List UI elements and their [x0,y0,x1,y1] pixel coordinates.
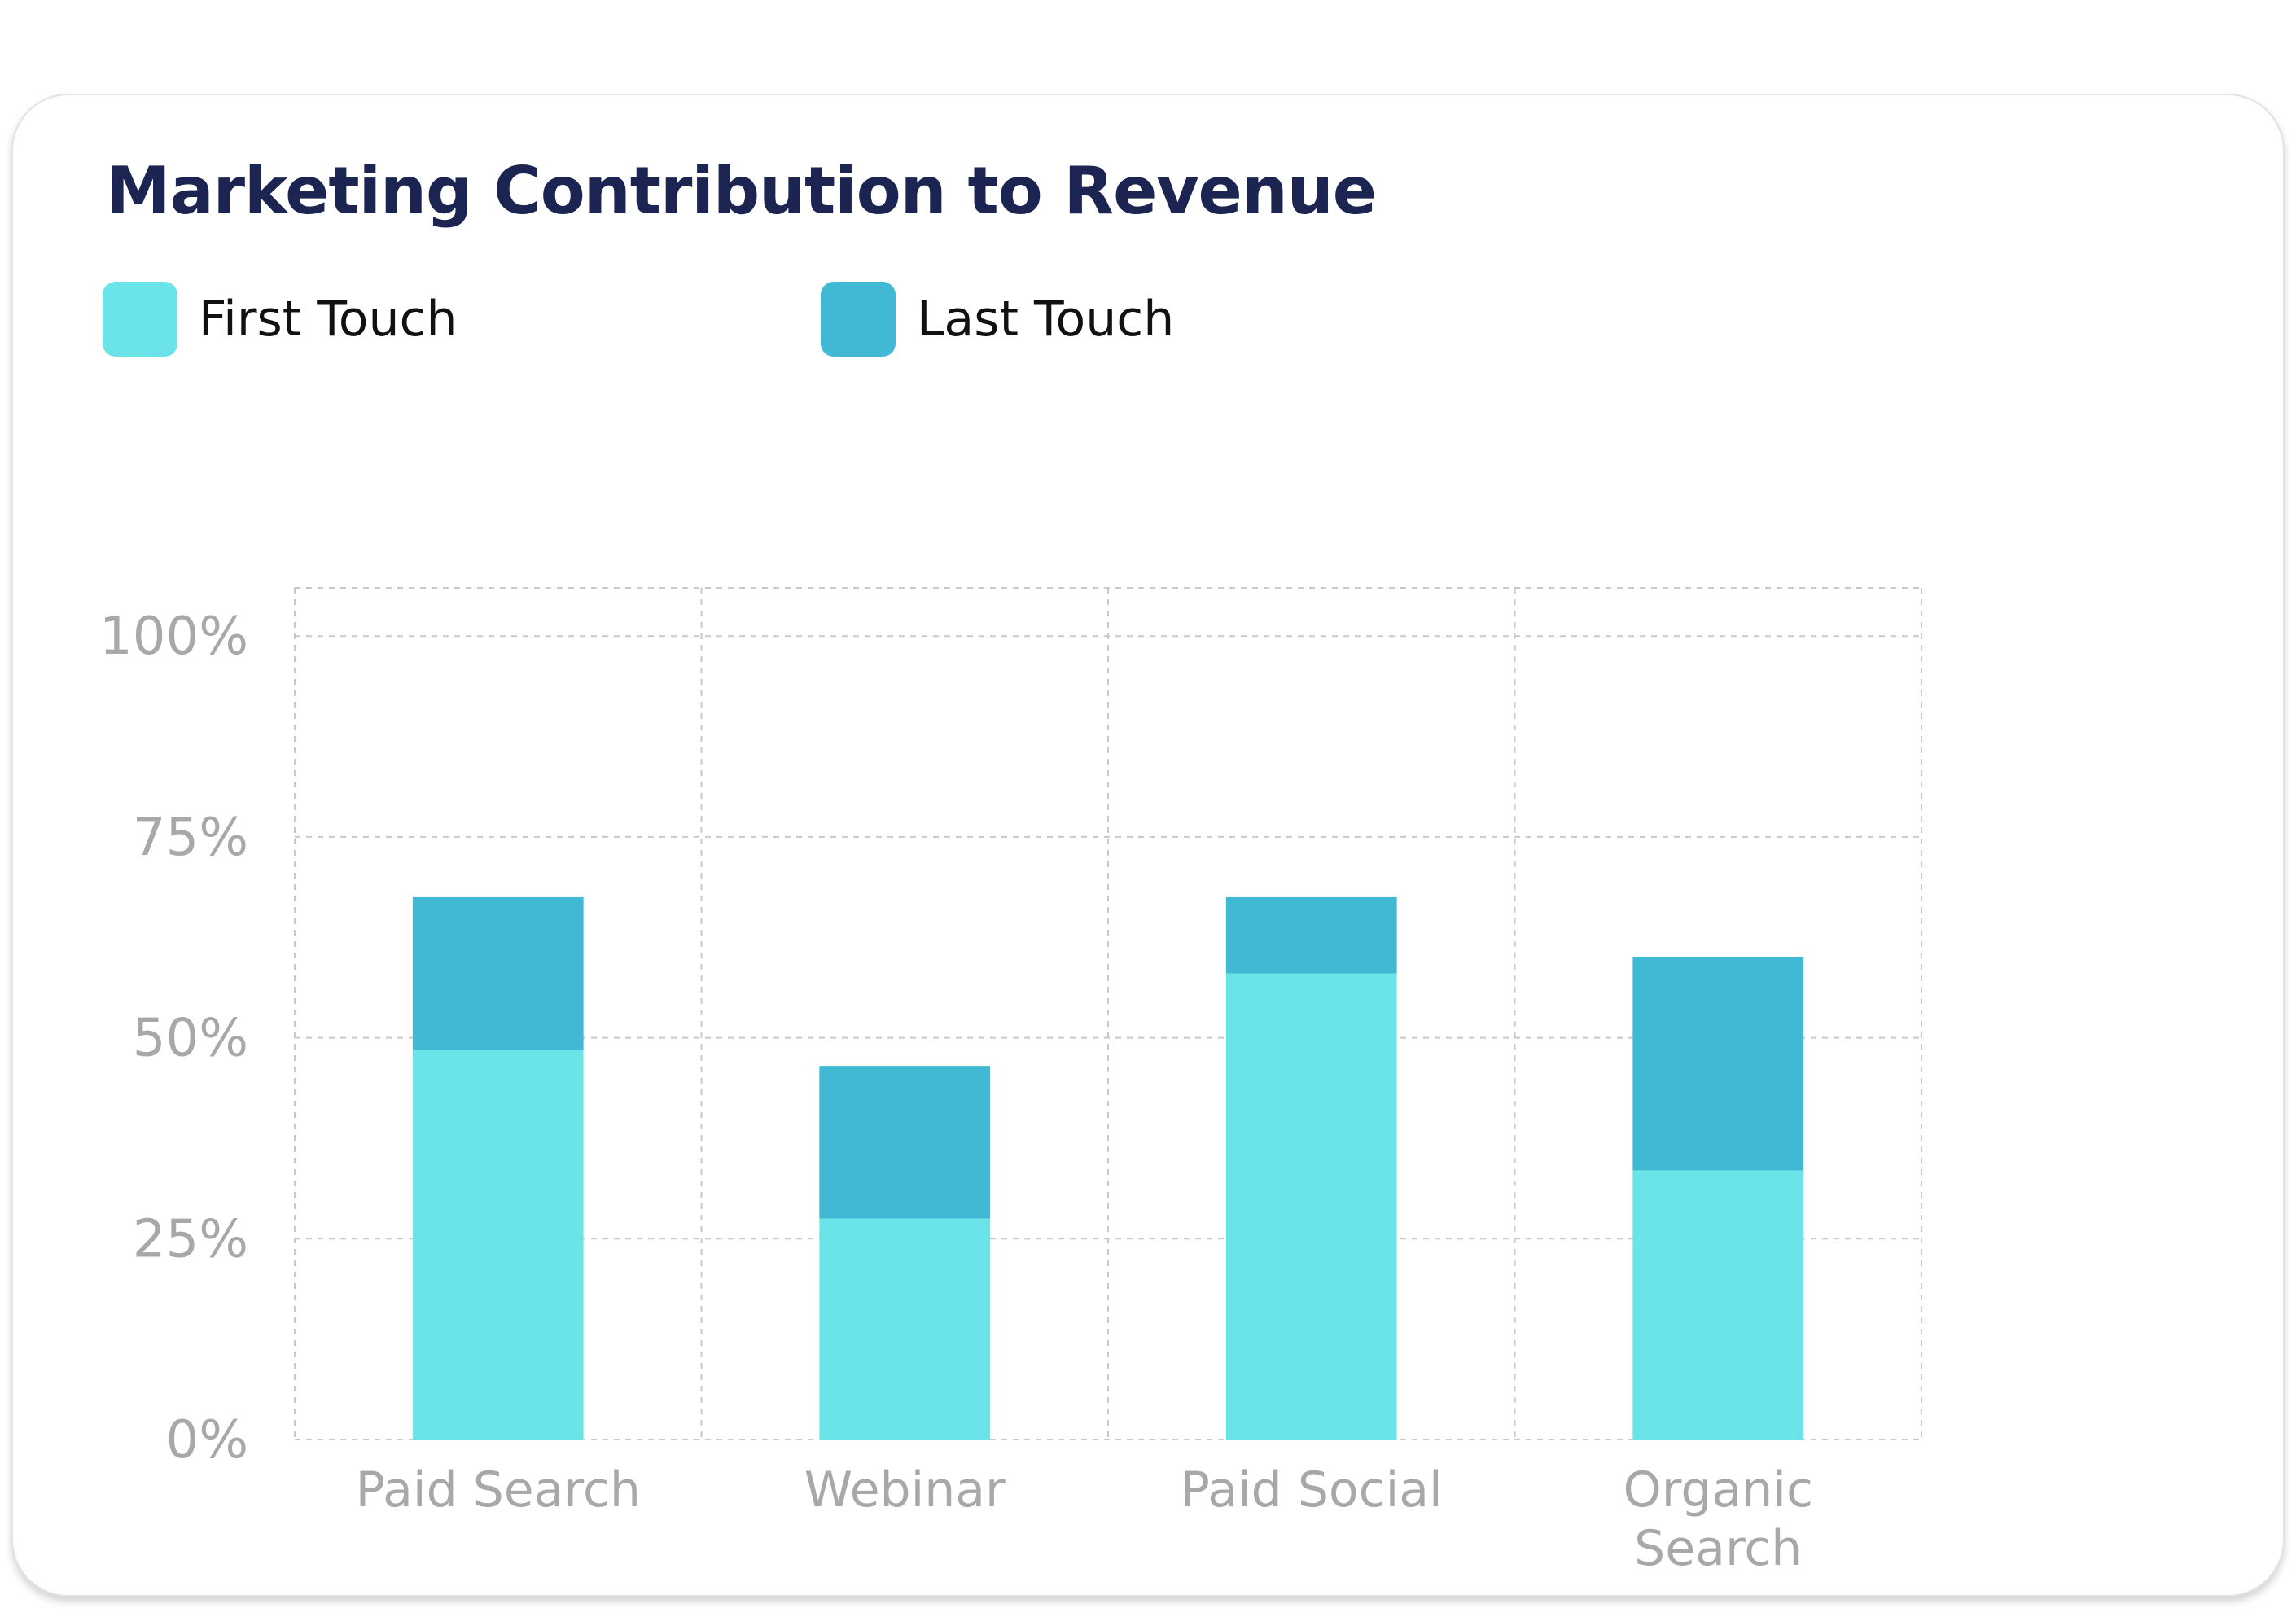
x-tick-label-paid-search: Paid Search [356,1461,641,1518]
legend-swatch-last-touch [821,282,896,357]
y-tick-label-50: 50% [133,1009,248,1069]
bar-organic-search-first-touch [1632,1170,1804,1440]
bar-webinar-first-touch [819,1218,991,1440]
legend-swatch-first-touch [103,282,177,357]
x-tick-label-organic-search: Organic Search [1623,1461,1813,1577]
legend-label-first-touch: First Touch [199,291,458,348]
bar-paid-search-first-touch [412,1050,584,1440]
legend-item-last-touch: Last Touch [821,280,1174,358]
y-tick-label-0: 0% [165,1410,248,1470]
x-tick-label-webinar: Webinar [804,1461,1006,1518]
bar-paid-social-first-touch [1225,973,1397,1440]
bar-webinar-last-touch [819,1066,991,1219]
bar-paid-search-last-touch [412,896,584,1050]
x-tick-label-paid-social: Paid Social [1181,1461,1443,1518]
y-tick-label-25: 25% [133,1209,248,1269]
legend-label-last-touch: Last Touch [917,291,1175,348]
bar-paid-social-last-touch [1225,896,1397,974]
bar-organic-search-last-touch [1632,957,1804,1171]
chart-card [11,94,2285,1597]
legend-item-first-touch: First Touch [103,280,458,358]
chart-title: Marketing Contribution to Revenue [106,153,1377,229]
y-tick-label-100: 100% [99,607,248,667]
y-tick-label-75: 75% [133,808,248,868]
